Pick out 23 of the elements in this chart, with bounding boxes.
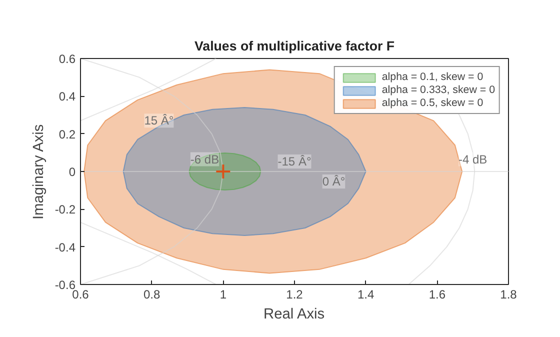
annotation: -15 Â° bbox=[278, 154, 312, 168]
y-tick-label: 0.2 bbox=[58, 127, 76, 142]
y-axis-title: Imaginary Axis bbox=[30, 124, 47, 220]
legend-label: alpha = 0.5, skew = 0 bbox=[382, 97, 484, 109]
y-tick-label: 0.4 bbox=[58, 90, 76, 104]
x-axis-title: Real Axis bbox=[264, 306, 325, 322]
legend-label: alpha = 0.333, skew = 0 bbox=[382, 84, 495, 96]
annotation: -4 dB bbox=[458, 152, 488, 166]
y-tick-label: -0.2 bbox=[54, 202, 76, 217]
annotation: 0 Â° bbox=[322, 174, 346, 188]
x-tick-label: 0.8 bbox=[143, 288, 160, 302]
x-tick-label: 0.6 bbox=[72, 288, 90, 302]
x-tick-label: 1 bbox=[220, 288, 227, 302]
x-tick-label: 1.2 bbox=[286, 288, 304, 302]
x-tick-label: 1.8 bbox=[500, 288, 518, 302]
y-tick-label: -0.4 bbox=[54, 240, 76, 254]
chart-title: Values of multiplicative factor F bbox=[194, 38, 394, 54]
y-tick-label: 0 bbox=[68, 165, 76, 179]
x-tick-label: 1.6 bbox=[428, 288, 446, 302]
y-tick-label: 0.6 bbox=[58, 52, 76, 66]
x-tick-label: 1.4 bbox=[357, 288, 374, 302]
annotation: -6 dB bbox=[190, 152, 220, 166]
legend-label: alpha = 0.1, skew = 0 bbox=[382, 71, 484, 83]
